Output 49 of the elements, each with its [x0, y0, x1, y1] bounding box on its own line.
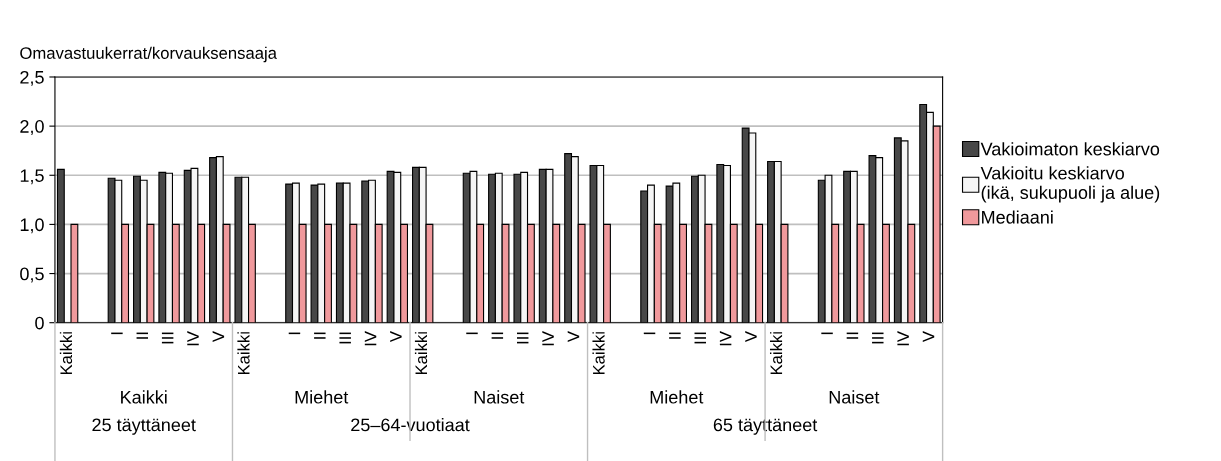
text: Kaikki [121, 390, 167, 404]
y-tick-label: 1,0 [20, 218, 44, 234]
x-tick-label: III [339, 332, 351, 344]
legend-label: Mediaani [982, 210, 1053, 224]
x-tick-label: Kaikki [237, 332, 250, 375]
x-tick-label: I [821, 332, 833, 335]
x-tick-label: Kaikki [59, 332, 73, 375]
text: 65 täyttäneet [713, 418, 818, 435]
x-tick-label: IV [542, 331, 554, 346]
x-tick-label: V [212, 331, 225, 343]
text: 25–64-vuotiaat [351, 418, 470, 432]
x-tick-label: Kaikki [592, 332, 605, 375]
legend-label: Vakioitu keskiarvo (ikä, sukupuoli ja alue) [980, 166, 1160, 203]
x-tick-label: III [161, 332, 174, 344]
text: 25 täyttäneet [92, 418, 196, 435]
y-tick-label: 2,0 [20, 120, 44, 135]
text: Miehet [295, 390, 349, 404]
x-tick-label: I [288, 332, 301, 335]
y-tick-label: 0 [35, 316, 44, 330]
bar [70, 223, 79, 323]
x-tick-label: V [922, 331, 935, 343]
text: Naiset [829, 390, 880, 404]
x-tick-label: I [111, 332, 123, 335]
x-tick-label: II [314, 332, 326, 339]
x-tick-label: III [694, 332, 706, 344]
x-tick-label: Kaikki [769, 332, 783, 375]
legend-label: Vakioimaton keskiarvo [980, 142, 1160, 156]
x-tick-label: IV [719, 331, 732, 346]
x-tick-label: V [745, 331, 757, 343]
text: Naiset [474, 390, 525, 404]
x-tick-label: IV [897, 331, 909, 346]
x-tick-label: V [390, 331, 402, 343]
x-tick-label: II [846, 332, 859, 339]
x-tick-label: III [516, 332, 529, 344]
x-tick-label: I [643, 332, 656, 335]
y-tick-label: 2,5 [20, 70, 44, 86]
x-tick-label: II [491, 332, 504, 339]
y-tick-label: 1,5 [20, 169, 44, 185]
x-tick-label: II [669, 332, 681, 339]
x-tick-label: II [136, 332, 149, 339]
x-tick-label: IV [187, 331, 199, 346]
text: Miehet [650, 390, 704, 404]
y-tick-label: 0,5 [20, 267, 44, 283]
x-tick-label: III [872, 332, 884, 344]
x-tick-label: I [466, 332, 478, 335]
x-tick-label: IV [364, 331, 377, 346]
x-tick-label: V [567, 331, 580, 343]
y-axis-title: Omavastuukerrat/korvauksensaaja [20, 46, 277, 63]
x-tick-label: Kaikki [414, 332, 428, 375]
